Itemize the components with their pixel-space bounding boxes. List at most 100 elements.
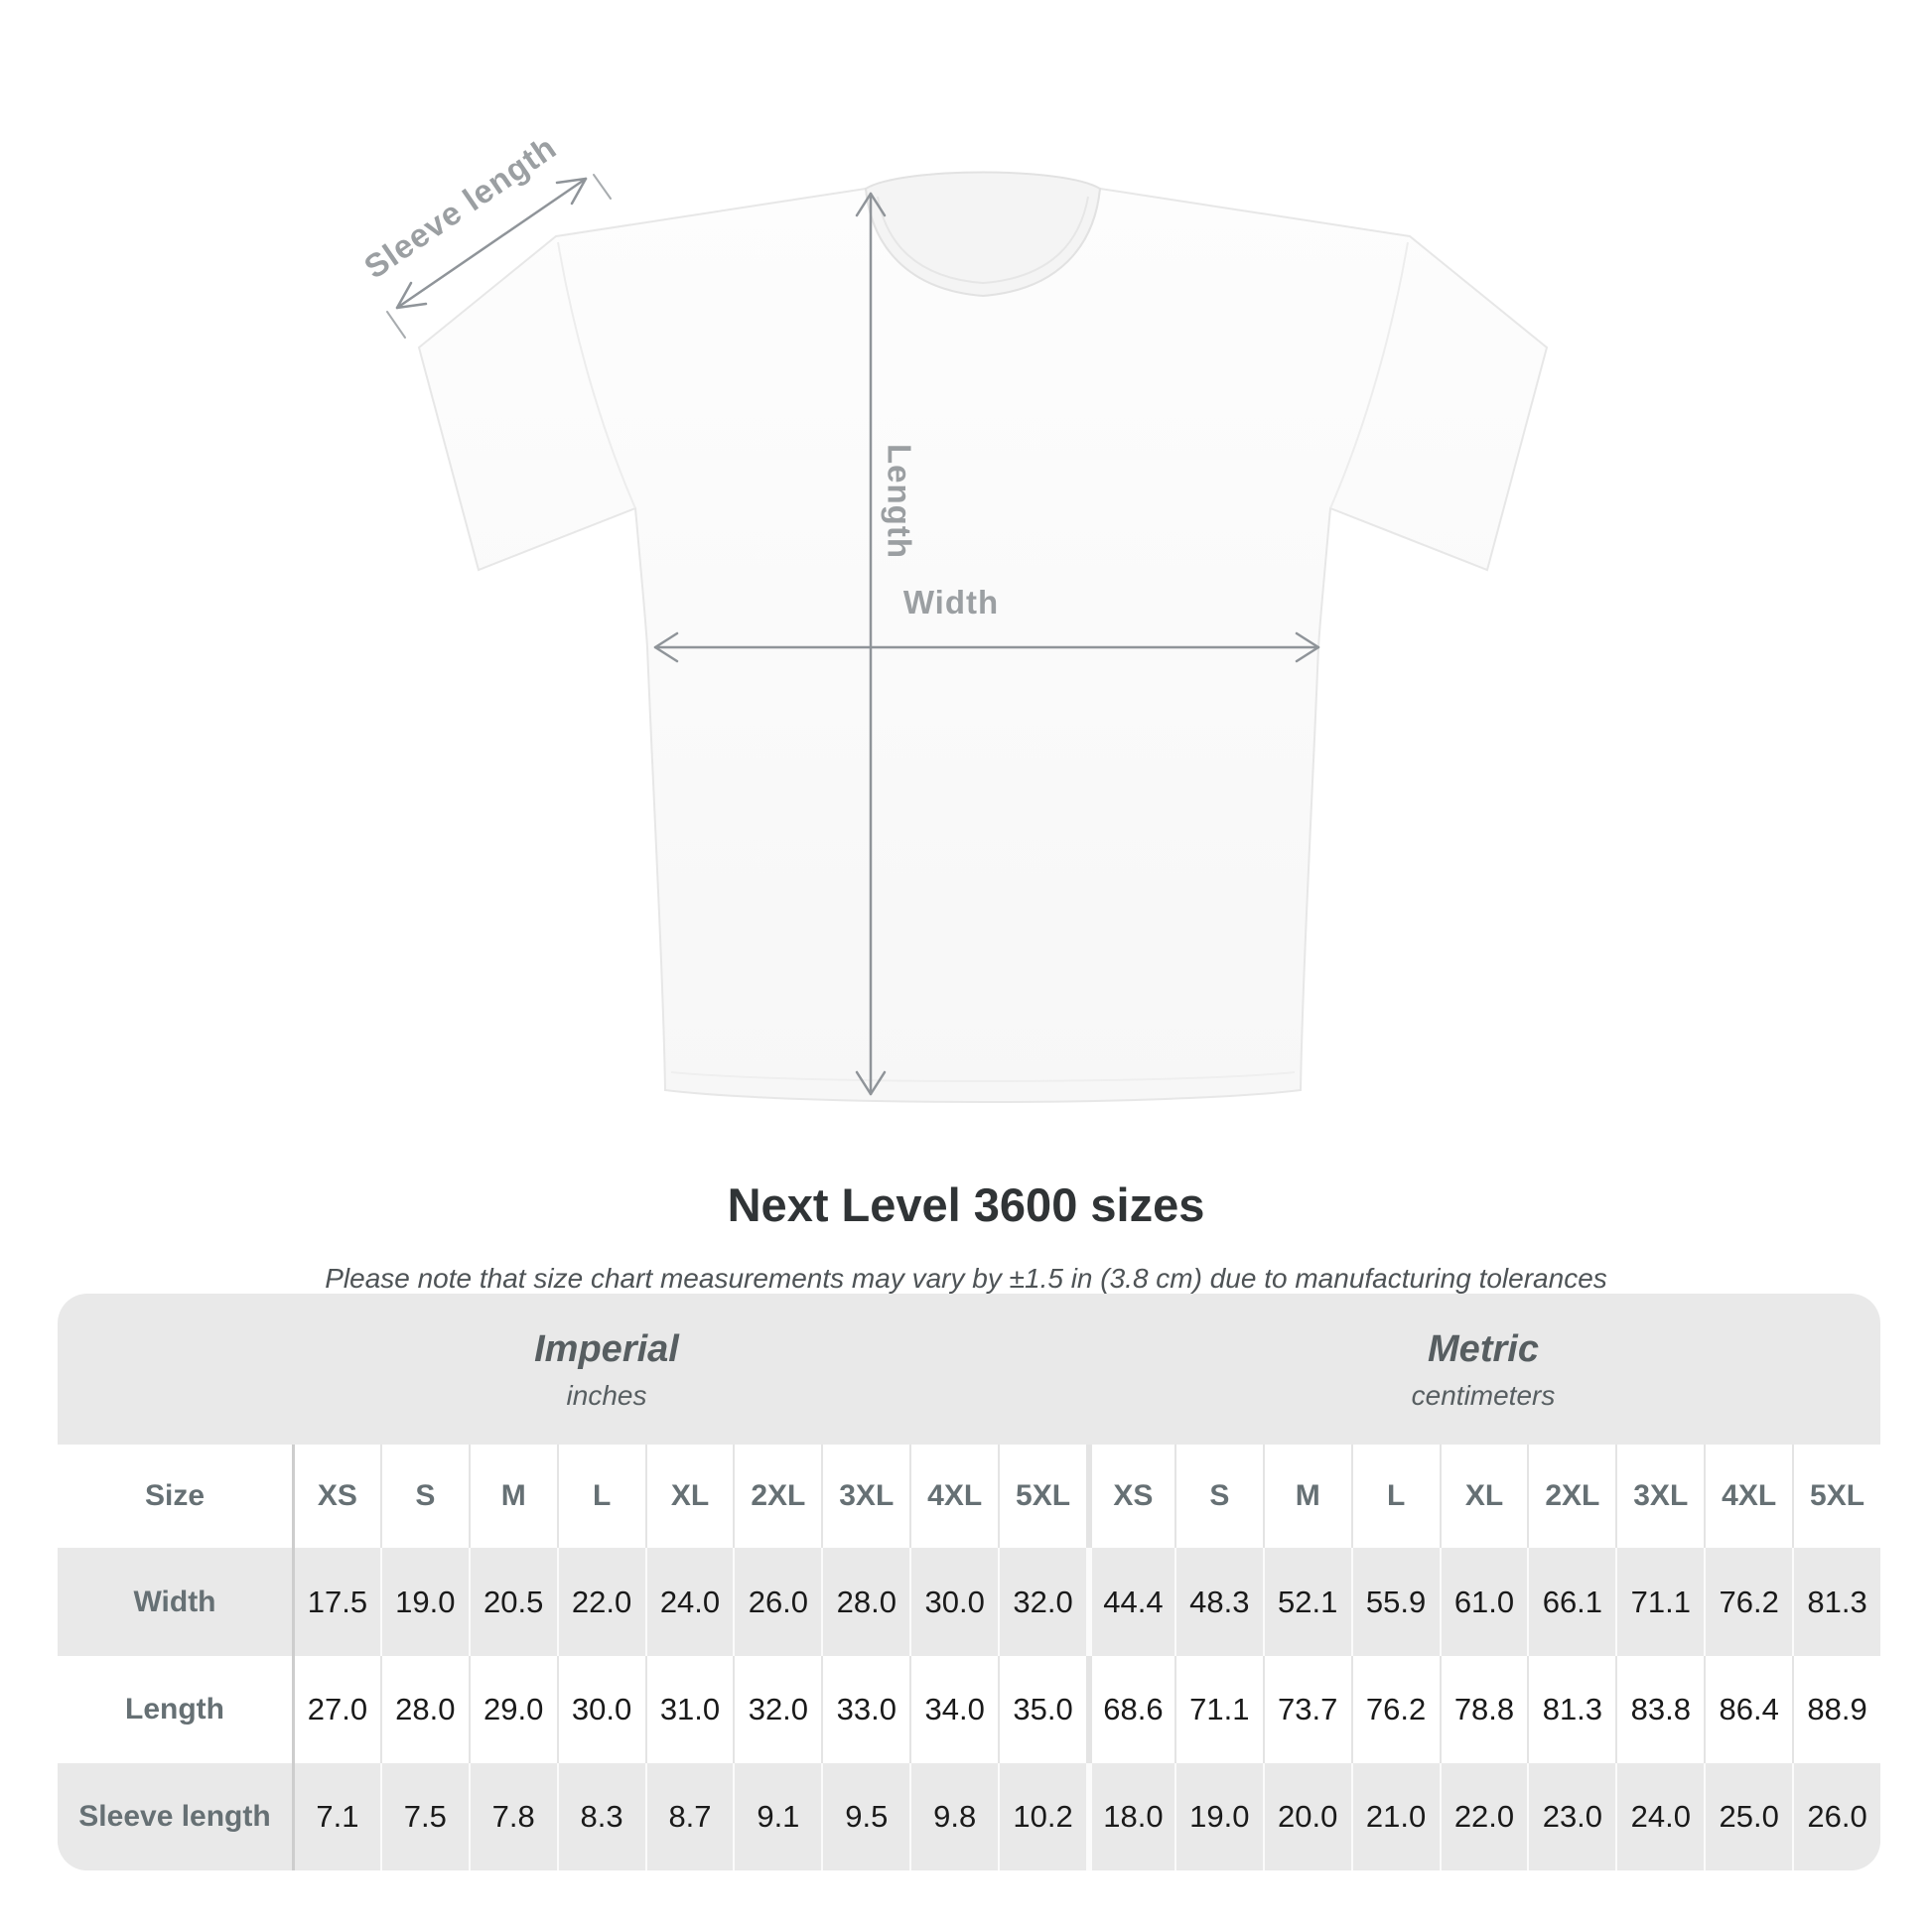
measurement-value-cell: 33.0 <box>821 1656 909 1763</box>
measurement-value-cell: 7.5 <box>379 1763 469 1870</box>
size-header-cell: 4XL <box>1704 1445 1792 1548</box>
tshirt-body <box>417 187 1549 1103</box>
measurement-value-cell: 22.0 <box>1439 1763 1528 1870</box>
size-header-cell: 2XL <box>1527 1445 1615 1548</box>
size-header-cell: 5XL <box>1792 1445 1880 1548</box>
metric-title: Metric <box>1428 1328 1539 1370</box>
size-header-cell: XS <box>292 1445 380 1548</box>
size-header-cell: 3XL <box>821 1445 909 1548</box>
size-header-cell: XS <box>1085 1445 1174 1548</box>
measurement-value-cell: 25.0 <box>1704 1763 1792 1870</box>
measurement-value-cell: 30.0 <box>556 1656 645 1763</box>
measurement-row-label: Length <box>125 1693 224 1725</box>
tshirt-collar-seam <box>877 196 1089 285</box>
measurement-value-cell: 17.5 <box>292 1548 380 1656</box>
length-measure-arrow <box>855 192 887 1096</box>
width-measure-arrow <box>653 631 1320 663</box>
size-header-cell: 2XL <box>733 1445 821 1548</box>
size-header-cell: L <box>556 1445 645 1548</box>
tshirt-sleeve-seam-right <box>1329 241 1409 509</box>
measurement-value-cell: 30.0 <box>909 1548 998 1656</box>
measurement-value-cell: 44.4 <box>1085 1548 1174 1656</box>
measurement-value-cell: 7.8 <box>468 1763 557 1870</box>
measurement-value-cell: 26.0 <box>733 1548 821 1656</box>
measurement-value-cell: 66.1 <box>1527 1548 1615 1656</box>
size-header-cell: XL <box>644 1445 734 1548</box>
size-header-cell: M <box>1262 1445 1351 1548</box>
measurement-value-cell: 29.0 <box>468 1656 557 1763</box>
measurement-value-cell: 88.9 <box>1792 1656 1880 1763</box>
measurement-value-cell: 28.0 <box>379 1656 469 1763</box>
measurement-value-cell: 9.5 <box>821 1763 909 1870</box>
size-header-cell: 5XL <box>998 1445 1086 1548</box>
measurement-value-cell: 28.0 <box>821 1548 909 1656</box>
size-header-cell: S <box>1173 1445 1263 1548</box>
measurement-value-cell: 55.9 <box>1350 1548 1440 1656</box>
measurement-value-cell: 19.0 <box>379 1548 469 1656</box>
size-column-header: Size <box>144 1479 206 1512</box>
measurement-value-cell: 48.3 <box>1173 1548 1263 1656</box>
size-header-cell: 3XL <box>1615 1445 1704 1548</box>
measurement-row-label: Sleeve length <box>78 1800 271 1833</box>
measurement-value-cell: 31.0 <box>644 1656 734 1763</box>
table-header-row: Size XS S M L XL 2XL 3XL 4XL 5XL XS S M L XL 2XL 3XL 4XL 5… <box>58 1445 1880 1548</box>
measurement-value-cell: 68.6 <box>1085 1656 1174 1763</box>
measurement-value-cell: 73.7 <box>1262 1656 1351 1763</box>
measurement-value-cell: 9.8 <box>909 1763 998 1870</box>
imperial-title: Imperial <box>534 1328 679 1370</box>
tshirt-sleeve-seam-left <box>557 241 636 509</box>
size-header-cell: 4XL <box>909 1445 998 1548</box>
measurement-value-cell: 8.7 <box>644 1763 734 1870</box>
unit-header-band: Imperial inches Metric centimeters <box>58 1294 1880 1445</box>
metric-subtitle: centimeters <box>1411 1380 1556 1411</box>
measurement-value-cell: 9.1 <box>733 1763 821 1870</box>
measurement-value-cell: 32.0 <box>998 1548 1086 1656</box>
measurement-value-cell: 86.4 <box>1704 1656 1792 1763</box>
measurement-value-cell: 76.2 <box>1350 1656 1440 1763</box>
measurement-value-cell: 71.1 <box>1615 1548 1704 1656</box>
measurement-value-cell: 78.8 <box>1439 1656 1528 1763</box>
measurement-value-cell: 61.0 <box>1439 1548 1528 1656</box>
page-subtitle: Please note that size chart measurements… <box>325 1263 1607 1294</box>
measurement-value-cell: 8.3 <box>556 1763 645 1870</box>
width-label: Width <box>903 584 999 621</box>
measurement-value-cell: 20.0 <box>1262 1763 1351 1870</box>
imperial-section-header: Imperial inches <box>58 1294 1086 1445</box>
measurement-value-cell: 24.0 <box>644 1548 734 1656</box>
tshirt-collar <box>864 171 1102 298</box>
measurement-value-cell: 7.1 <box>292 1763 380 1870</box>
measurement-value-cell: 81.3 <box>1527 1656 1615 1763</box>
measurement-value-cell: 81.3 <box>1792 1548 1880 1656</box>
measurement-value-cell: 19.0 <box>1173 1763 1263 1870</box>
size-header-cell: L <box>1350 1445 1440 1548</box>
measurement-value-cell: 76.2 <box>1704 1548 1792 1656</box>
measurement-value-cell: 22.0 <box>556 1548 645 1656</box>
page-title: Next Level 3600 sizes <box>727 1178 1205 1231</box>
measurement-value-cell: 32.0 <box>733 1656 821 1763</box>
size-table: Imperial inches Metric centimeters Size X… <box>58 1294 1880 1870</box>
measurement-value-cell: 10.2 <box>998 1763 1086 1870</box>
metric-section-header: Metric centimeters <box>1086 1294 1880 1445</box>
measurement-value-cell: 34.0 <box>909 1656 998 1763</box>
tshirt-hem-seam <box>670 1071 1296 1082</box>
imperial-subtitle: inches <box>566 1380 647 1411</box>
size-header-cell: S <box>379 1445 469 1548</box>
measurement-value-cell: 21.0 <box>1350 1763 1440 1870</box>
measurement-value-cell: 18.0 <box>1085 1763 1174 1870</box>
sleeve-length-measure-arrow <box>386 174 612 339</box>
measurement-value-cell: 71.1 <box>1173 1656 1263 1763</box>
measurement-row: Width 17.5 19.0 20.5 22.0 24.0 26.0 28.0 30.0 32.… <box>58 1548 1880 1656</box>
measurement-value-cell: 52.1 <box>1262 1548 1351 1656</box>
measurement-value-cell: 24.0 <box>1615 1763 1704 1870</box>
size-header-cell: M <box>468 1445 557 1548</box>
measurement-value-cell: 27.0 <box>292 1656 380 1763</box>
measurement-value-cell: 20.5 <box>468 1548 557 1656</box>
tshirt-measurement-diagram: Length Width Sleeve length <box>357 128 1549 1103</box>
measurement-row-label: Width <box>133 1585 216 1618</box>
size-header-cell: XL <box>1439 1445 1528 1548</box>
measurement-value-cell: 23.0 <box>1527 1763 1615 1870</box>
measurement-row: Sleeve length 7.1 7.5 7.8 8.3 8.7 9.1 9.5 9.8 10.… <box>58 1763 1880 1870</box>
measurement-row: Length 27.0 28.0 29.0 30.0 31.0 32.0 33.0 34.0 35… <box>58 1656 1880 1763</box>
size-table-rows: Size XS S M L XL 2XL 3XL 4XL 5XL XS S M L XL 2XL 3XL 4XL 5… <box>58 1445 1880 1870</box>
